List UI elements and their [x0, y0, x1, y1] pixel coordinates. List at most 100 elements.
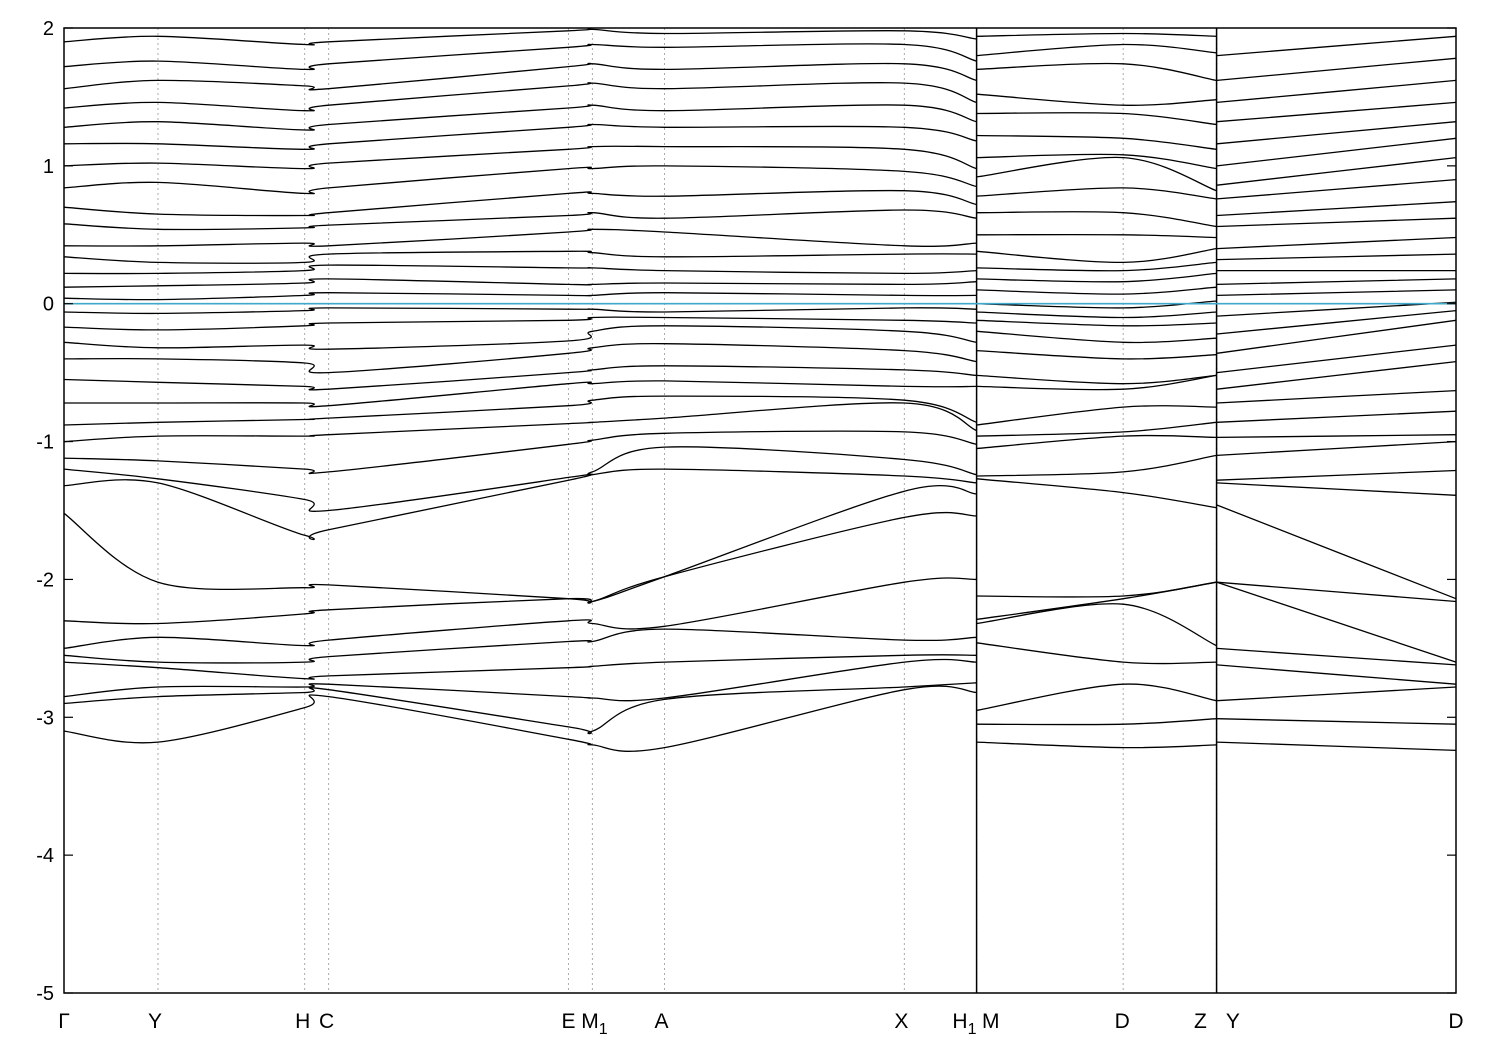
band-line-13 — [1216, 389, 1457, 404]
band-line-15 — [1216, 344, 1457, 374]
band-line-21 — [976, 261, 1217, 272]
band-line-19 — [976, 286, 1217, 295]
band-line-16 — [63, 325, 977, 350]
band-line-4 — [63, 628, 977, 664]
band-line-20 — [1216, 278, 1457, 286]
band-line-14 — [1216, 360, 1457, 390]
band-line-12 — [63, 395, 977, 426]
y-tick-label: -3 — [36, 707, 54, 729]
band-line-4 — [1216, 647, 1457, 666]
band-line-23 — [63, 228, 977, 247]
band-line-32 — [63, 43, 977, 71]
band-line-27 — [1216, 156, 1457, 186]
band-line-9 — [1216, 469, 1457, 481]
band-line-2 — [63, 658, 977, 702]
band-line-24 — [1216, 217, 1457, 228]
band-layer — [63, 28, 1457, 752]
band-line-23 — [1216, 236, 1457, 250]
band-line-26 — [1216, 178, 1457, 200]
band-line-25 — [976, 187, 1217, 200]
band-line-17 — [976, 311, 1217, 319]
band-line-28 — [1216, 137, 1457, 167]
x-tick-label-subscript: 1 — [599, 1021, 608, 1038]
band-line-22 — [63, 250, 977, 264]
band-line-8 — [63, 468, 977, 541]
band-line-26 — [63, 165, 977, 195]
band-line-29 — [1216, 121, 1457, 145]
x-tick-label: H1 — [952, 1010, 976, 1038]
x-tick-label-subscript: 1 — [968, 1021, 977, 1038]
x-tick-label: D — [1115, 1010, 1130, 1033]
band-line-22 — [976, 247, 1217, 264]
y-tick-label: -2 — [36, 569, 54, 591]
band-line-9 — [976, 434, 1217, 450]
band-line-19 — [1216, 289, 1457, 297]
band-line-24 — [63, 209, 977, 231]
x-tick-label: Y — [148, 1010, 162, 1033]
band-line-1 — [63, 682, 977, 735]
x-tick-label: M — [982, 1010, 1000, 1033]
x-tick-label: Y — [1226, 1010, 1240, 1033]
band-line-25 — [1216, 201, 1457, 217]
x-tick-label: C — [319, 1010, 334, 1033]
band-line-30 — [63, 82, 977, 112]
band-line-5 — [976, 581, 1217, 621]
band-line-0 — [63, 685, 977, 752]
x-tick-label: E — [561, 1010, 575, 1033]
band-line-5 — [63, 577, 977, 650]
y-tick-label: 0 — [43, 294, 54, 316]
band-line-4 — [976, 603, 1217, 647]
x-tick-label: Γ — [58, 1010, 70, 1033]
band-line-28 — [63, 123, 977, 150]
band-line-32 — [1216, 57, 1457, 82]
band-line-33 — [1216, 35, 1457, 57]
band-line-3 — [976, 642, 1217, 665]
band-line-31 — [1216, 79, 1457, 104]
band-line-10 — [63, 430, 977, 475]
band-line-13 — [64, 380, 977, 408]
x-tick-label: D — [1448, 1010, 1463, 1033]
x-tick-label: X — [894, 1010, 908, 1033]
band-line-18 — [63, 307, 977, 315]
frame-layer — [63, 27, 1457, 994]
band-line-16 — [976, 319, 1217, 327]
band-line-22 — [1216, 253, 1457, 261]
y-tick-label: 1 — [43, 156, 54, 178]
band-line-6 — [976, 581, 1217, 598]
band-line-30 — [976, 93, 1217, 106]
band-line-17 — [1216, 309, 1457, 335]
band-line-20 — [63, 278, 977, 288]
x-tick-label: A — [655, 1010, 669, 1033]
band-line-1 — [1216, 718, 1457, 725]
band-line-11 — [1216, 434, 1457, 439]
band-line-17 — [63, 316, 977, 331]
x-tick-label: Z — [1194, 1010, 1207, 1033]
band-line-25 — [63, 189, 977, 217]
band-line-10 — [976, 421, 1217, 437]
band-line-11 — [63, 402, 977, 443]
band-line-10 — [1216, 440, 1457, 457]
band-line-1 — [976, 718, 1217, 726]
band-line-29 — [976, 112, 1217, 126]
band-line-27 — [63, 145, 977, 170]
band-line-26 — [976, 156, 1217, 192]
band-line-31 — [63, 62, 977, 91]
band-line-33 — [976, 32, 1217, 37]
band-line-30 — [1216, 101, 1457, 123]
x-tick-label: H — [295, 1010, 310, 1033]
band-line-2 — [1216, 686, 1457, 702]
band-line-21 — [63, 264, 977, 275]
band-line-16 — [1216, 319, 1457, 354]
band-line-12 — [1216, 410, 1457, 423]
band-line-8 — [976, 454, 1217, 477]
y-axis: 2 1 0 -1 -2 -3 -4 -5 — [36, 18, 1456, 1005]
band-line-11 — [976, 405, 1217, 426]
y-tick-label: 2 — [43, 18, 54, 40]
band-line-33 — [63, 28, 977, 46]
band-line-19 — [63, 292, 977, 301]
band-line-7 — [1216, 504, 1457, 600]
y-tick-label: -4 — [36, 845, 54, 867]
band-line-13 — [976, 374, 1217, 385]
